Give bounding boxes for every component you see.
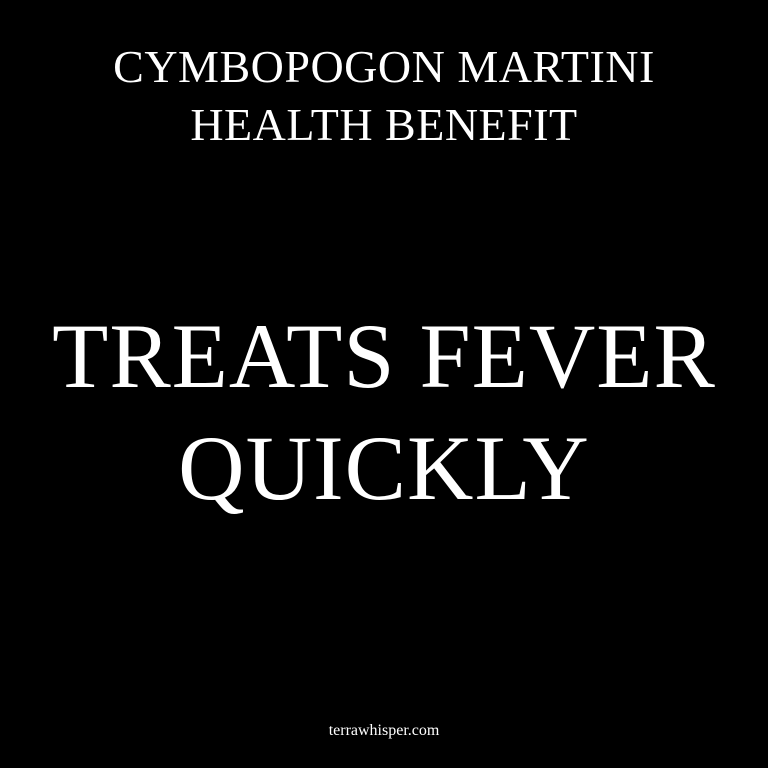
title-line-2: HEALTH BENEFIT <box>190 99 578 150</box>
benefit-headline: TREATS FEVER QUICKLY <box>0 300 768 524</box>
headline-line-2: QUICKLY <box>178 417 590 519</box>
page-title: CYMBOPOGON MARTINI HEALTH BENEFIT <box>0 38 768 154</box>
headline-line-1: TREATS FEVER <box>52 305 716 407</box>
site-credit: terrawhisper.com <box>328 722 440 739</box>
title-line-1: CYMBOPOGON MARTINI <box>113 41 655 92</box>
